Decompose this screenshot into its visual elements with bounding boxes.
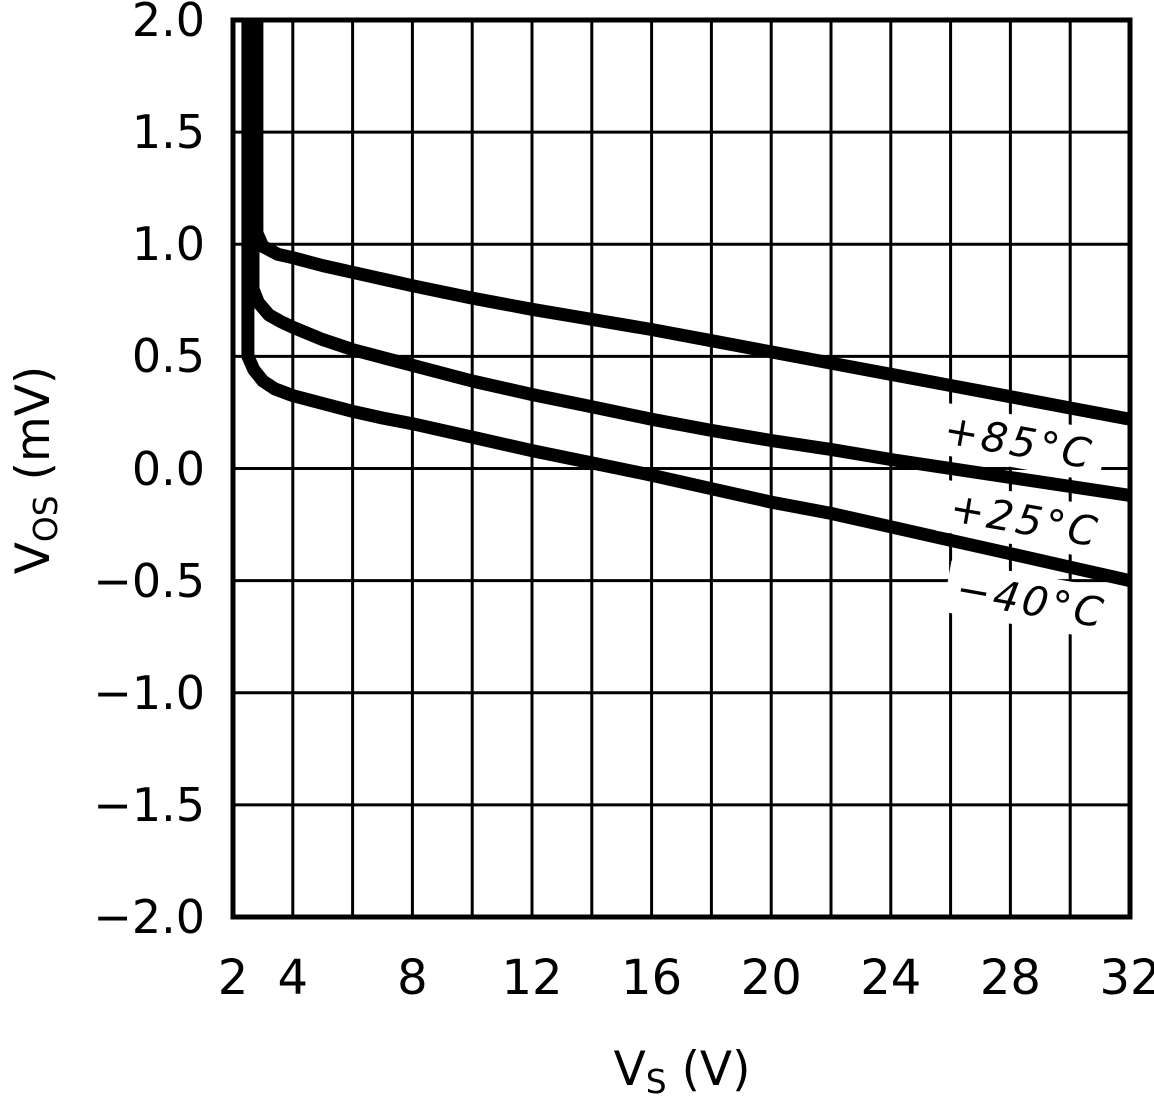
y-tick-label: 1.0 [131,217,205,272]
y-tick-label: 1.5 [131,105,205,160]
y-axis-subscript: OS [25,495,65,543]
curve-series-2 [241,20,1130,587]
y-axis-title: VOS (mV) [6,365,65,575]
y-tick-label: 0.0 [131,441,205,496]
x-axis-symbol: V [613,1042,646,1097]
curve-series-0 [250,20,1130,426]
x-axis-title: VS (V) [613,1042,751,1101]
plot-frame [230,17,1133,920]
x-tick-label: 4 [277,950,309,1006]
x-tick-label: 12 [501,950,563,1006]
x-tick-label: 24 [860,950,922,1006]
y-tick-label: 2.0 [131,0,205,47]
x-tick-label: 28 [979,950,1041,1006]
y-tick-label: −1.0 [93,665,205,720]
x-axis-subscript: S [645,1061,667,1101]
curve-series-1 [246,20,1130,502]
y-tick-label: −1.5 [93,777,205,832]
y-axis-symbol: V [6,542,61,575]
x-tick-label: 2 [217,950,249,1006]
x-axis-unit: (V) [666,1042,751,1097]
y-tick-label: −2.0 [93,890,205,944]
x-tick-label: 8 [397,950,428,1006]
y-tick-label: 0.5 [131,329,205,384]
y-tick-label: −0.5 [93,553,205,608]
y-axis-unit: (mV) [6,365,61,496]
x-tick-label: 20 [740,950,802,1006]
x-tick-label: 16 [621,950,683,1006]
x-tick-label: 32 [1099,950,1154,1006]
